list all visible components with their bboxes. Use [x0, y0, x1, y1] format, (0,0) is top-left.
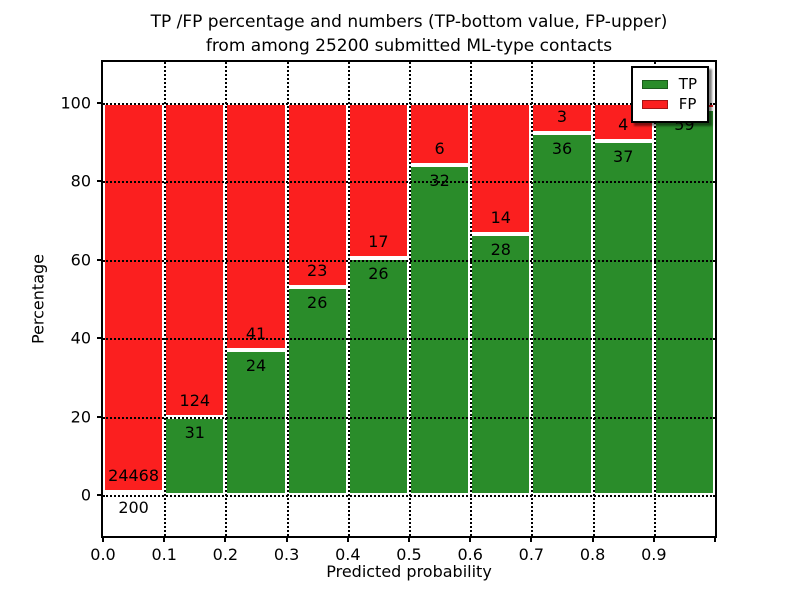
y-tick-mark [97, 415, 103, 418]
x-tick-mark [224, 536, 227, 542]
tp-count-label: 37 [613, 147, 634, 167]
x-tick-mark [469, 536, 472, 542]
tp-bar-segment [103, 492, 165, 496]
y-tick-label: 20 [70, 407, 91, 427]
fp-count-label: 17 [368, 231, 389, 251]
y-tick-mark [97, 258, 103, 261]
tp-count-label: 26 [368, 263, 389, 283]
fp-bar-segment [470, 102, 532, 234]
chart-title-line2: from among 25200 submitted ML-type conta… [205, 36, 613, 56]
tp-count-label: 26 [307, 292, 328, 312]
fp-count-label: 4 [618, 115, 629, 135]
tp-bar-segment [347, 257, 409, 496]
y-tick-mark [97, 180, 103, 183]
fp-count-label: 14 [490, 207, 511, 227]
x-tick-label: 0.8 [579, 545, 606, 564]
tp-count-label: 36 [551, 138, 573, 158]
chart-title: TP /FP percentage and numbers (TP-bottom… [101, 10, 717, 58]
x-gridline [347, 62, 350, 536]
tp-swatch-icon [641, 80, 668, 89]
legend-label-tp: TP [678, 75, 697, 93]
x-tick-mark [530, 536, 533, 542]
tp-count-label: 32 [429, 170, 450, 190]
tp-count-label: 24 [245, 356, 267, 376]
tp-bar-segment [225, 350, 287, 496]
chart-title-line1: TP /FP percentage and numbers (TP-bottom… [150, 12, 668, 32]
fp-count-label: 3 [556, 106, 568, 126]
y-tick-label: 0 [80, 485, 91, 505]
plot-inner: 24468 200 124 31 41 24 23 26 17 26 6 32 14 28 3 36 4 37 59 [103, 62, 715, 536]
fp-bar-segment [103, 102, 165, 492]
fp-count-label: 24468 [108, 466, 160, 485]
x-tick-label: 0.4 [335, 545, 361, 564]
y-tick-mark [97, 494, 103, 497]
tp-bar-segment [653, 109, 715, 496]
fp-count-label: 124 [179, 390, 211, 410]
fp-bar-segment [531, 102, 593, 133]
x-tick-label: 0.7 [518, 545, 545, 564]
x-tick-label: 0.5 [396, 545, 422, 564]
legend-entry-fp: FP [641, 95, 697, 113]
x-tick-label: 0.9 [641, 545, 667, 564]
y-tick-label: 40 [70, 328, 91, 348]
fp-bar-segment [225, 102, 287, 351]
tp-bar-segment [286, 286, 348, 496]
tp-count-label: 31 [184, 422, 205, 442]
tp-bar-segment [531, 132, 593, 496]
x-tick-mark [163, 536, 166, 542]
x-gridline [286, 62, 289, 536]
x-tick-mark [102, 536, 104, 542]
tp-count-label: 200 [118, 498, 149, 517]
x-gridline [470, 62, 473, 536]
tp-count-label: 28 [490, 239, 511, 259]
fp-count-label: 6 [434, 138, 445, 158]
x-tick-label: 0.6 [457, 545, 483, 564]
y-tick-mark [97, 337, 103, 340]
x-tick-mark [652, 536, 655, 542]
x-tick-mark [285, 536, 288, 542]
x-gridline [531, 62, 534, 536]
fp-swatch-icon [641, 100, 668, 109]
y-tick-label: 60 [70, 250, 91, 270]
tp-bar-segment [409, 164, 471, 496]
x-tick-label: 0.1 [151, 545, 177, 564]
x-tick-label: 0.3 [273, 545, 300, 564]
fp-count-label: 23 [307, 260, 328, 280]
x-tick-label: 0.0 [90, 545, 116, 564]
fp-count-label: 41 [245, 324, 267, 344]
fp-bar-segment [286, 102, 348, 287]
x-tick-mark [714, 536, 716, 542]
x-tick-mark [346, 536, 349, 542]
x-gridline [409, 62, 411, 536]
y-axis-label: Percentage [28, 253, 48, 345]
x-gridline [164, 62, 167, 536]
tp-bar-segment [470, 233, 532, 496]
legend: TP FP [630, 66, 709, 123]
y-tick-label: 100 [60, 93, 91, 113]
x-tick-mark [591, 536, 594, 542]
x-gridline [592, 62, 595, 536]
y-tick-label: 80 [70, 171, 91, 191]
tp-bar-segment [164, 416, 226, 496]
x-gridline [653, 62, 656, 536]
legend-label-fp: FP [678, 95, 697, 113]
x-tick-mark [408, 536, 410, 542]
plot-area: 24468 200 124 31 41 24 23 26 17 26 6 32 14 28 3 36 4 37 59… [60, 60, 717, 564]
y-tick-mark [97, 101, 103, 104]
tp-bar-segment [592, 141, 654, 496]
legend-entry-tp: TP [641, 75, 697, 93]
x-gridline [225, 62, 228, 536]
x-axis-label: Predicted probability [326, 562, 492, 581]
x-tick-label: 0.2 [212, 545, 239, 564]
